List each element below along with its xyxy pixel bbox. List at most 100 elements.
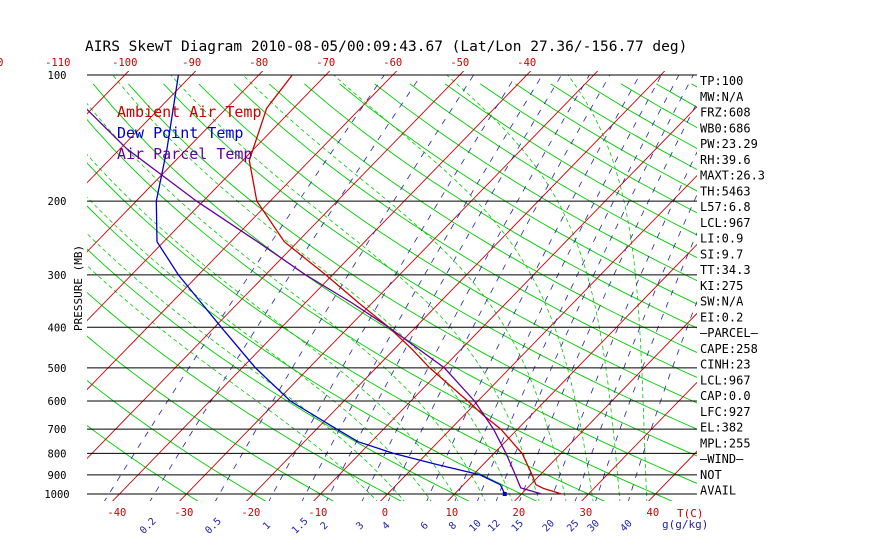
- isotherm-line: [87, 71, 130, 115]
- top-temp-tick-labels: -120 -110 -100 -90 -80 -70 -60 -50 -40: [0, 57, 536, 69]
- isotherm-line: [87, 71, 197, 184]
- bottom-temp-tick-label: -40: [107, 507, 126, 519]
- stat-item: LCL:967: [700, 373, 751, 387]
- moist-adiabat-line: [87, 196, 432, 501]
- top-temp-tick-label: -80: [249, 57, 268, 69]
- pressure-tick-label: 200: [48, 196, 67, 208]
- mixing-ratio-line: [574, 193, 697, 501]
- pressure-tick-label: 700: [48, 424, 67, 436]
- stat-item: FRZ:608: [700, 106, 751, 120]
- bottom-temp-tick-label: -20: [241, 507, 260, 519]
- y-axis-label: PRESSURE (MB): [72, 245, 85, 331]
- top-temp-tick-label: -110: [45, 57, 70, 69]
- top-temp-tick-label: -60: [383, 57, 402, 69]
- top-temp-tick-label: -90: [182, 57, 201, 69]
- mixing-ratio-line: [215, 74, 474, 501]
- dry-adiabat-line: [656, 83, 697, 108]
- mixing-ratio-tick-label: 10: [468, 518, 484, 534]
- pressure-tick-label: 600: [48, 396, 67, 408]
- legend-ambient-air-temp: Ambient Air Temp: [117, 103, 262, 121]
- bottom-temp-tick-label: -10: [308, 507, 327, 519]
- isotherm-line: [87, 71, 264, 253]
- top-temp-tick-label: -120: [0, 57, 3, 69]
- mixing-ratio-line: [301, 74, 543, 501]
- dry-adiabat-line: [339, 83, 697, 305]
- moist-adiabat-line: [242, 74, 567, 501]
- mixing-ratio-tick-label: 40: [618, 518, 634, 534]
- dry-adiabat-line: [87, 335, 335, 501]
- stat-item: TH:5463: [700, 184, 751, 198]
- grid-lines: [87, 71, 697, 501]
- moist-adiabat-line: [87, 153, 459, 501]
- dry-adiabat-line: [198, 83, 697, 404]
- top-temp-tick-label: -100: [112, 57, 137, 69]
- mixing-ratio-tick-label: 8: [447, 520, 459, 532]
- profiles: [87, 74, 562, 496]
- dry-adiabat-line: [163, 83, 697, 430]
- moist-adiabats: [87, 74, 648, 501]
- pressure-tick-label: 1000: [44, 489, 69, 501]
- isobars: [87, 74, 697, 495]
- stat-item: SW:N/A: [700, 295, 744, 309]
- stat-item: MPL:255: [700, 436, 751, 450]
- mixing-ratio-line: [519, 101, 697, 501]
- dry-adiabat-line: [304, 83, 697, 329]
- mixing-ratio-line: [628, 300, 697, 501]
- isotherms: [87, 71, 697, 501]
- mixing-ratio-tick-label: 12: [486, 518, 502, 534]
- isotherm-line: [648, 450, 697, 501]
- mixing-ratio-line: [595, 232, 697, 501]
- series-air-parcel-temp: [87, 108, 542, 495]
- series-ambient-air-temp: [248, 74, 562, 495]
- mixing-ratio-tick-label: 2: [319, 520, 331, 532]
- mixing-ratio-tick-label: 6: [419, 520, 431, 532]
- mixing-ratio-line: [149, 74, 422, 501]
- bottom-temp-tick-label: 0: [382, 507, 388, 519]
- pressure-tick-label: 400: [48, 322, 67, 334]
- mixing-ratio-tick-label: 1: [261, 520, 273, 532]
- stat-item: CAPE:258: [700, 342, 758, 356]
- mixing-ratio-tick-labels: 0.2 0.5 1 1.5 2 3 4 6 8 10 12 15 20 25 30 40: [138, 516, 635, 537]
- mixing-ratio-line: [426, 74, 641, 501]
- top-temp-tick-label: -40: [517, 57, 536, 69]
- mixing-ratio-tick-label: 0.5: [203, 516, 224, 537]
- stat-item: LFC:927: [700, 405, 751, 419]
- dry-adiabat-line: [128, 83, 697, 457]
- bottom-temp-tick-label: 10: [446, 507, 459, 519]
- pressure-tick-label: 900: [48, 470, 67, 482]
- mixing-ratio-line: [454, 74, 662, 501]
- dew-point-surface-marker: [502, 492, 507, 496]
- stat-item: —PARCEL—: [700, 326, 759, 340]
- pressure-tick-labels: 100 200 300 400 500 600 700 800 900 1000: [44, 70, 69, 501]
- dry-adiabat-line: [87, 424, 199, 501]
- stat-item: MAXT:26.3: [700, 169, 765, 183]
- mixing-ratio-line: [361, 74, 590, 501]
- bottom-temp-tick-label: 30: [580, 507, 593, 519]
- stat-item: CINH:23: [700, 358, 751, 372]
- bottom-temp-tick-label: 40: [647, 507, 660, 519]
- stat-item: CAP:0.0: [700, 389, 751, 403]
- stat-item: NOT: [700, 468, 722, 482]
- stat-item: L57:6.8: [700, 200, 751, 214]
- bottom-temp-tick-label: 20: [513, 507, 526, 519]
- isotherm-line: [87, 71, 465, 460]
- dry-adiabat-line: [87, 291, 402, 501]
- dry-adiabat-line: [233, 83, 697, 378]
- mixing-ratio-tick-label: 15: [510, 518, 526, 534]
- mixing-ratio-tick-label: 25: [565, 518, 581, 534]
- mixing-ratio-line: [326, 74, 562, 501]
- isotherm-line: [380, 174, 697, 501]
- mixing-ratio-lines: [104, 74, 697, 501]
- isotherm-line: [112, 71, 532, 501]
- top-temp-tick-label: -70: [316, 57, 335, 69]
- isotherm-line: [87, 71, 398, 391]
- pressure-tick-label: 800: [48, 448, 67, 460]
- stat-item: SI:9.7: [700, 247, 743, 261]
- dry-adiabat-line: [515, 83, 697, 192]
- mixing-ratio-line: [104, 74, 385, 501]
- moist-adiabat-line: [567, 74, 648, 501]
- stat-item: AVAIL: [700, 484, 736, 498]
- mixing-ratio-tick-label: 0.2: [138, 516, 159, 537]
